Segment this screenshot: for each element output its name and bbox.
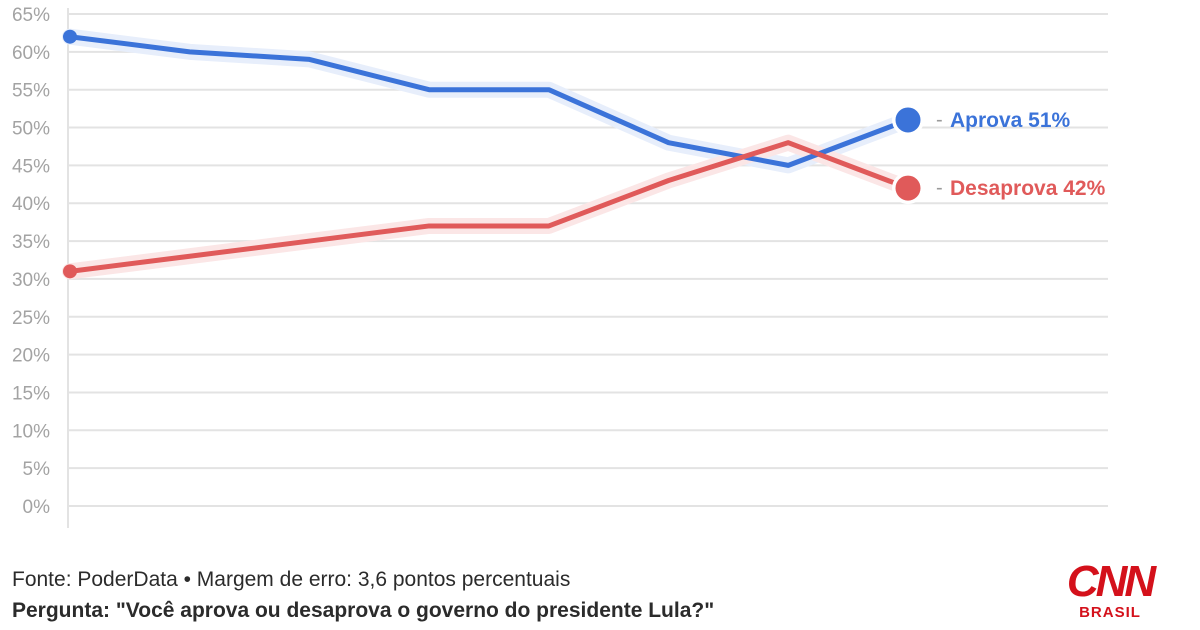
start-point-aprova <box>63 29 77 44</box>
y-tick-label: 25% <box>12 308 50 329</box>
logo-sub: BRASIL <box>1079 604 1141 621</box>
line-chart: 0% 5% 10% 15% 20% 25% 30% 35% 40% 45% 50% 55% 60% 65%… <box>12 5 1108 528</box>
series-line-aprova <box>67 34 911 168</box>
end-point-desaprova <box>895 175 921 201</box>
y-tick-label: 35% <box>12 232 50 253</box>
end-label-dash: - <box>936 177 943 199</box>
y-tick-label: 65% <box>12 5 50 26</box>
end-label-aprova: Aprova 51% <box>950 109 1071 132</box>
question-note: Pergunta: "Você aprova ou desaprova o go… <box>12 599 715 622</box>
start-point-desaprova <box>63 264 77 279</box>
series-lines <box>62 28 924 280</box>
cnn-brasil-logo: CNN BRASIL <box>1062 560 1158 626</box>
grid-lines <box>68 13 1108 507</box>
y-tick-label: 15% <box>12 383 50 404</box>
end-label-dash: - <box>936 109 943 131</box>
y-axis: 0% 5% 10% 15% 20% 25% 30% 35% 40% 45% 50% 55% 60% 65% <box>12 5 69 528</box>
source-note: Fonte: PoderData • Margem de erro: 3,6 p… <box>12 568 571 591</box>
y-tick-label: 45% <box>12 156 50 177</box>
y-tick-label: 20% <box>12 346 50 367</box>
y-tick-label: 10% <box>12 421 50 442</box>
y-tick-label: 60% <box>12 43 50 64</box>
y-tick-label: 5% <box>23 459 51 480</box>
series-line-desaprova <box>67 140 911 274</box>
y-tick-label: 50% <box>12 119 50 140</box>
end-point-aprova <box>895 107 921 133</box>
end-labels: - Aprova 51%- Desaprova 42% <box>936 109 1106 200</box>
end-label-desaprova: Desaprova 42% <box>950 177 1106 200</box>
y-tick-label: 40% <box>12 194 50 215</box>
y-tick-label: 55% <box>12 81 50 102</box>
y-tick-label: 30% <box>12 270 50 291</box>
logo-brand: CNN <box>1066 557 1156 606</box>
y-tick-label: 0% <box>23 497 51 518</box>
